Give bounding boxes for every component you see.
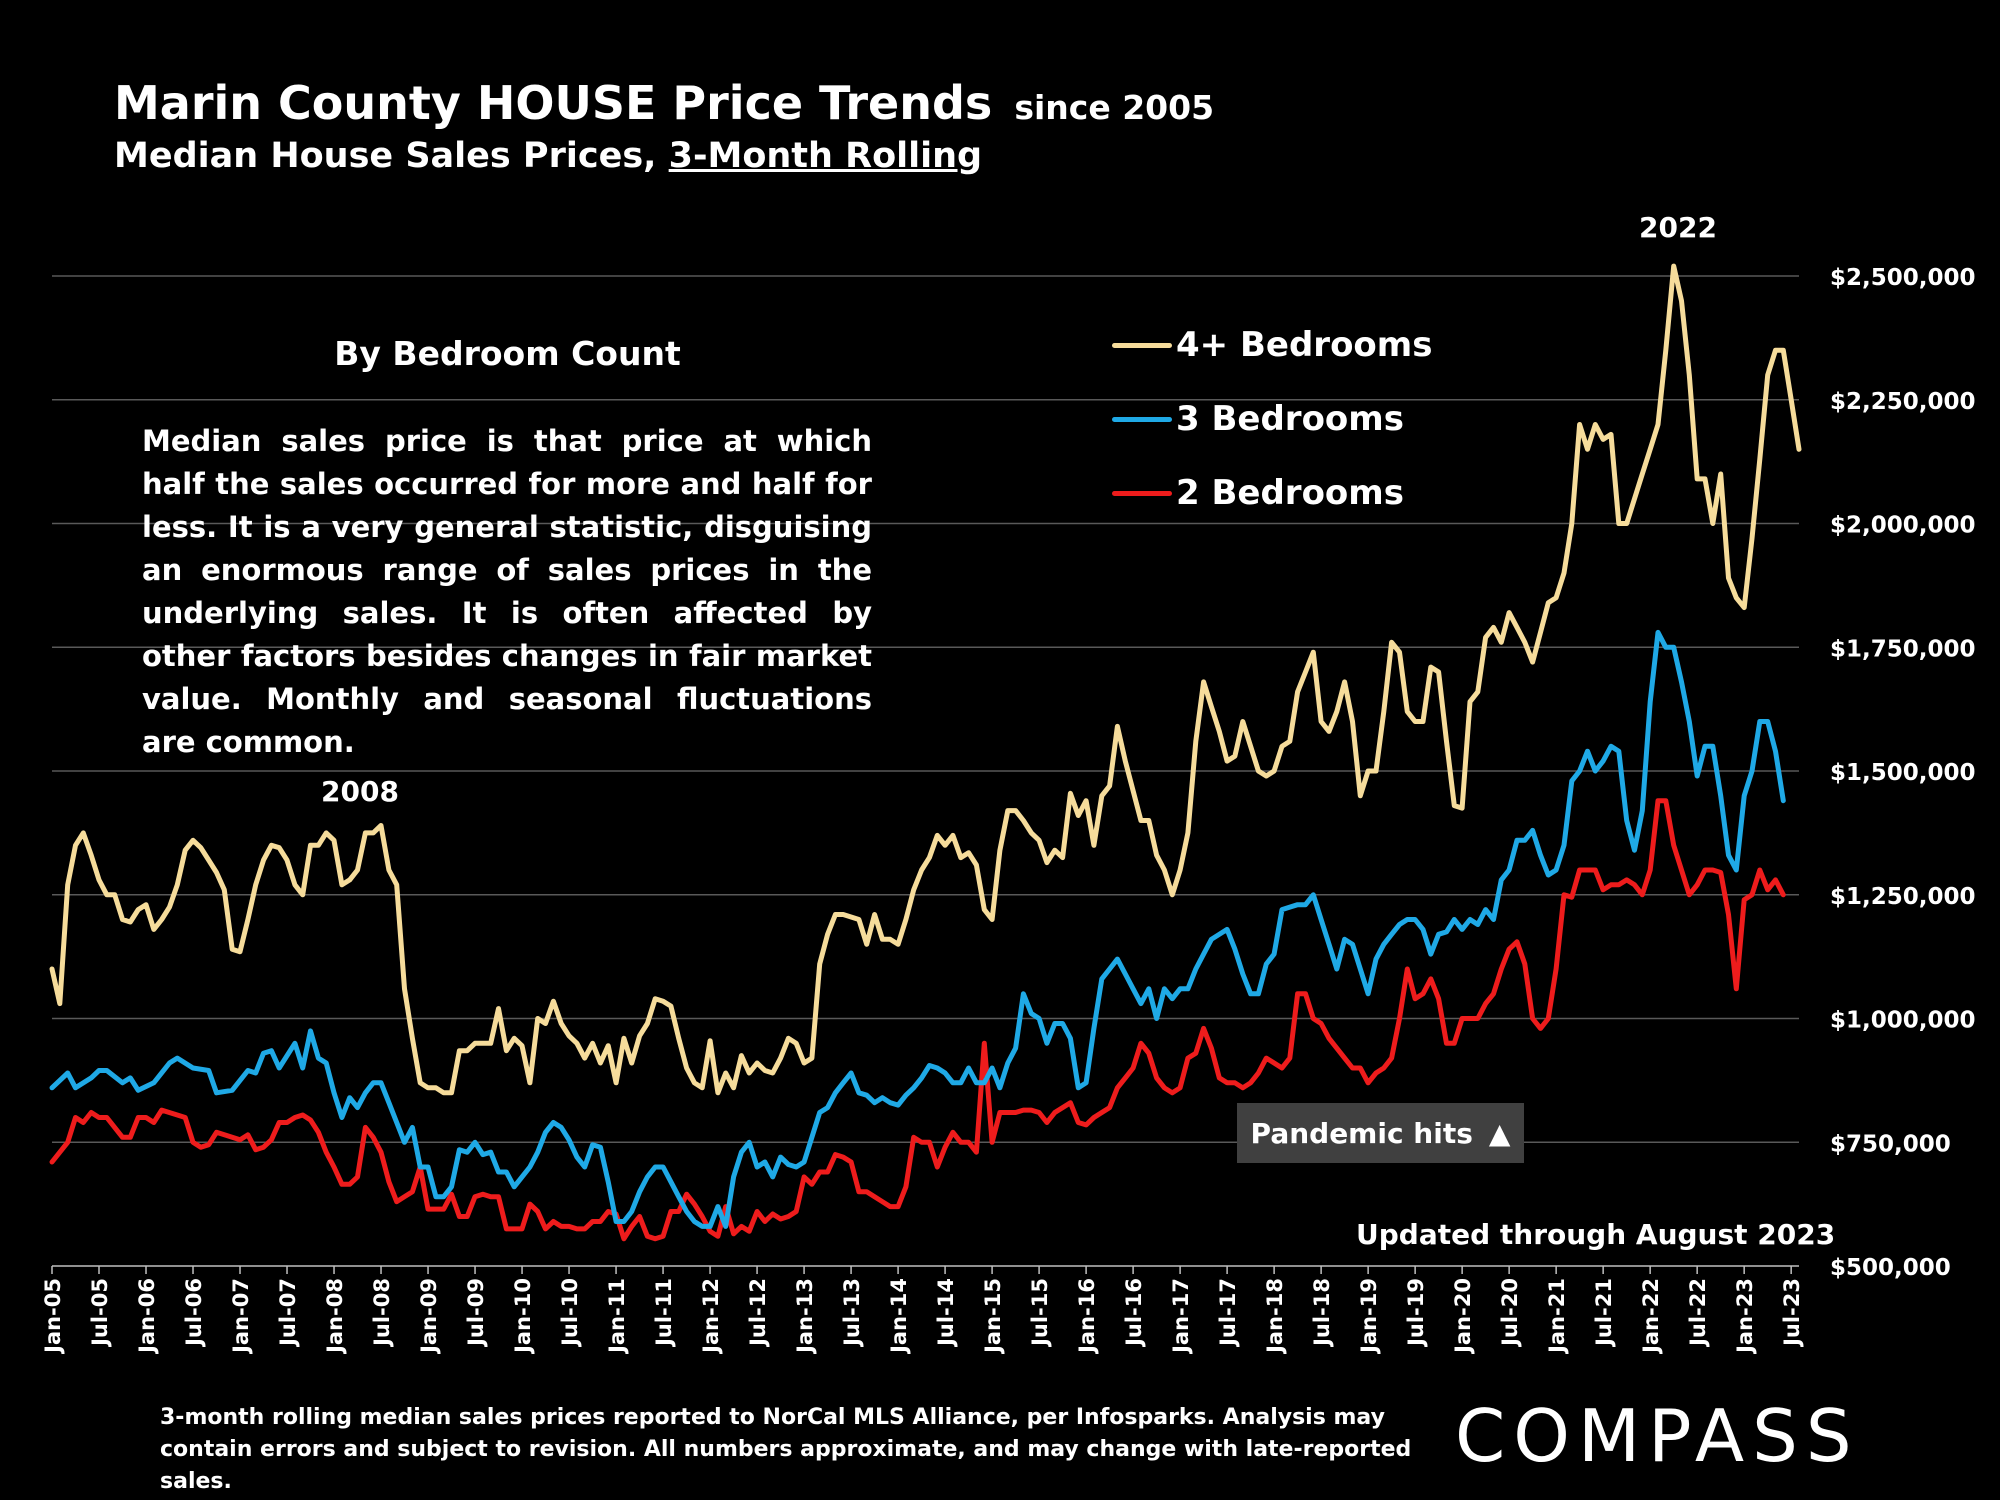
x-tick-label: Jan-07 xyxy=(229,1278,253,1355)
updated-note: Updated through August 2023 xyxy=(1356,1218,1836,1251)
x-tick-label: Jul-12 xyxy=(746,1278,770,1348)
subtitle-underlined: 3-Month Rolling xyxy=(668,136,983,176)
x-tick-label: Jul-23 xyxy=(1780,1278,1804,1348)
x-tick-label: Jan-06 xyxy=(135,1278,159,1355)
x-tick-label: Jan-23 xyxy=(1733,1278,1757,1355)
y-tick-label: $2,000,000 xyxy=(1830,513,1976,539)
x-tick-label: Jan-21 xyxy=(1545,1278,1569,1355)
y-tick-label: $1,000,000 xyxy=(1830,1008,1976,1034)
x-tick-label: Jan-19 xyxy=(1357,1278,1381,1355)
x-tick-label: Jul-08 xyxy=(370,1278,394,1348)
annotation-2008: 2008 xyxy=(321,775,399,808)
legend-label-2bed: 2 Bedrooms xyxy=(1176,473,1404,513)
legend-item-4plus: 4+ Bedrooms xyxy=(1112,308,1432,382)
x-tick-label: Jan-17 xyxy=(1169,1278,1193,1355)
y-tick-label: $500,000 xyxy=(1830,1255,1951,1281)
subtitle-prefix: Median House Sales Prices, xyxy=(114,136,669,176)
tick-labels: $500,000 $750,000 $1,000,000 $1,250,000 $1,5… xyxy=(41,265,1976,1355)
x-tick-label: Jul-17 xyxy=(1216,1278,1240,1348)
legend-swatch-3bed xyxy=(1112,416,1172,422)
note-body: Median sales price is that price at whic… xyxy=(142,424,872,759)
x-tick-label: Jul-11 xyxy=(652,1278,676,1348)
x-tick-label: Jan-20 xyxy=(1451,1278,1475,1355)
x-tick-label: Jan-14 xyxy=(887,1278,911,1355)
legend-swatch-4plus xyxy=(1112,342,1172,348)
pandemic-label: Pandemic hits xyxy=(1250,1116,1473,1150)
series-lines xyxy=(49,263,1802,1242)
series-line-4plus xyxy=(49,263,1802,1096)
series-line-2bed xyxy=(49,798,1786,1242)
x-tick-label: Jul-21 xyxy=(1592,1278,1616,1348)
x-tick-label: Jul-19 xyxy=(1404,1278,1428,1348)
y-tick-label: $1,250,000 xyxy=(1830,884,1976,910)
axes xyxy=(51,1265,1799,1274)
compass-logo: COMPASS xyxy=(1455,1394,1860,1478)
legend-item-2bed: 2 Bedrooms xyxy=(1112,456,1432,530)
note-title: By Bedroom Count xyxy=(334,334,681,373)
legend-label-4plus: 4+ Bedrooms xyxy=(1176,325,1433,365)
x-tick-label: Jul-18 xyxy=(1310,1278,1334,1348)
legend-swatch-2bed xyxy=(1112,490,1172,496)
page-subtitle: Median House Sales Prices, 3-Month Rolli… xyxy=(114,136,982,176)
grid-lines xyxy=(52,275,1799,1143)
x-tick-label: Jul-15 xyxy=(1028,1278,1052,1348)
series-line-3bed xyxy=(49,629,1786,1229)
x-tick-label: Jul-20 xyxy=(1498,1278,1522,1348)
legend-item-3bed: 3 Bedrooms xyxy=(1112,382,1432,456)
x-tick-label: Jan-10 xyxy=(511,1278,535,1355)
x-tick-label: Jul-13 xyxy=(840,1278,864,1348)
annotation-2022: 2022 xyxy=(1639,211,1717,244)
x-tick-label: Jul-10 xyxy=(558,1278,582,1348)
title-main: Marin County HOUSE Price Trends xyxy=(114,76,993,130)
x-tick-label: Jul-16 xyxy=(1122,1278,1146,1348)
x-tick-label: Jul-09 xyxy=(464,1278,488,1348)
x-tick-label: Jan-22 xyxy=(1639,1278,1663,1355)
legend-label-3bed: 3 Bedrooms xyxy=(1176,399,1404,439)
x-tick-label: Jan-09 xyxy=(417,1278,441,1355)
y-tick-label: $2,500,000 xyxy=(1830,265,1976,291)
x-tick-label: Jul-06 xyxy=(182,1278,206,1348)
x-tick-label: Jan-08 xyxy=(323,1278,347,1355)
x-tick-label: Jan-15 xyxy=(981,1278,1005,1355)
x-tick-label: Jul-22 xyxy=(1686,1278,1710,1348)
x-tick-label: Jul-14 xyxy=(934,1278,958,1348)
x-tick-label: Jan-05 xyxy=(41,1278,65,1355)
footnote: 3-month rolling median sales prices repo… xyxy=(160,1405,1412,1494)
title-suffix: since 2005 xyxy=(1014,88,1215,127)
y-tick-label: $750,000 xyxy=(1830,1131,1951,1157)
pandemic-callout: Pandemic hits ▲ xyxy=(1237,1103,1524,1163)
x-tick-label: Jul-07 xyxy=(276,1278,300,1348)
y-tick-label: $1,500,000 xyxy=(1830,760,1976,786)
x-tick-label: Jan-18 xyxy=(1263,1278,1287,1355)
y-tick-label: $1,750,000 xyxy=(1830,636,1976,662)
y-tick-label: $2,250,000 xyxy=(1830,389,1976,415)
x-tick-label: Jul-05 xyxy=(88,1278,112,1348)
chart-legend: 4+ Bedrooms 3 Bedrooms 2 Bedrooms xyxy=(1112,308,1432,530)
up-arrow-icon: ▲ xyxy=(1488,1116,1511,1150)
page-title: Marin County HOUSE Price Trends since 20… xyxy=(114,76,1214,130)
x-tick-label: Jan-16 xyxy=(1075,1278,1099,1355)
x-tick-label: Jan-12 xyxy=(699,1278,723,1355)
x-tick-label: Jan-11 xyxy=(605,1278,629,1355)
x-tick-label: Jan-13 xyxy=(793,1278,817,1355)
